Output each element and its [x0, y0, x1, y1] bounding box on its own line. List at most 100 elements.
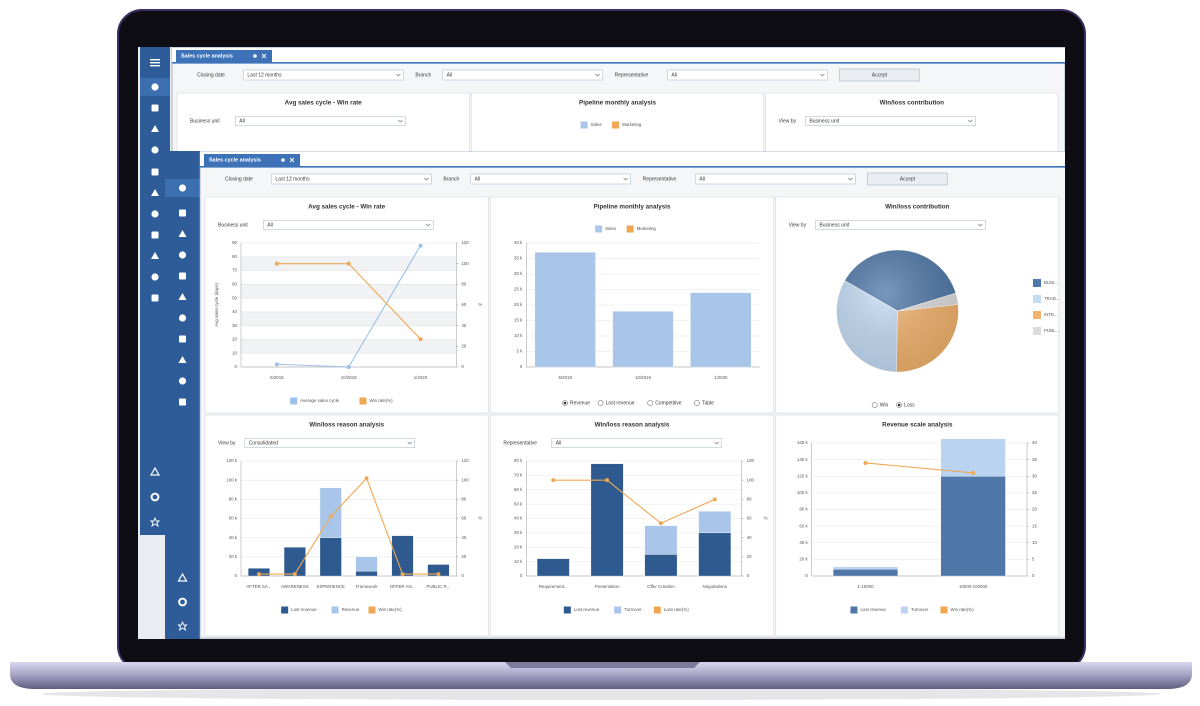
nav-icon[interactable]	[151, 168, 159, 176]
x-tick-label: AWARENESS	[281, 584, 309, 589]
close-icon[interactable]	[289, 157, 295, 163]
radio[interactable]	[694, 400, 700, 406]
y2-tick-label: 0	[747, 573, 750, 578]
y-tick-label: 40 k	[514, 240, 523, 245]
y2-tick-label: 60	[461, 516, 466, 521]
bar	[391, 535, 414, 577]
dropdown[interactable]	[815, 220, 986, 230]
legend-label: Marketing	[622, 122, 642, 127]
nav-icon[interactable]	[149, 516, 161, 528]
accept-label[interactable]: Accept	[900, 176, 916, 182]
nav-icon[interactable]	[179, 398, 186, 406]
nav-icon[interactable]	[179, 209, 186, 217]
dropdown[interactable]	[244, 438, 415, 448]
tab[interactable]	[204, 154, 300, 166]
accept-button[interactable]	[839, 68, 920, 82]
y2-tick-label: 100	[747, 477, 755, 482]
nav-icon[interactable]	[151, 252, 159, 259]
y-tick-label: 100 k	[226, 477, 238, 482]
accept-label[interactable]: Accept	[872, 72, 888, 78]
filter-dropdown[interactable]	[442, 69, 603, 81]
nav-icon[interactable]	[178, 251, 187, 259]
filter-dropdown[interactable]	[667, 69, 828, 81]
nav-icon[interactable]	[151, 294, 159, 302]
panel	[489, 414, 775, 637]
close-icon[interactable]	[261, 53, 267, 59]
y2-tick-label: 0	[461, 364, 464, 369]
accept-button[interactable]	[867, 172, 948, 186]
nav-icon[interactable]	[177, 572, 188, 582]
line-marker	[551, 478, 556, 483]
dropdown[interactable]	[262, 220, 434, 230]
legend-swatch	[563, 606, 571, 614]
bar	[536, 558, 570, 577]
nav-icon[interactable]	[178, 597, 187, 607]
y2-tick-label: 100	[461, 477, 469, 482]
pin-icon[interactable]	[281, 158, 285, 162]
dropdown[interactable]	[805, 116, 976, 126]
tab[interactable]	[176, 50, 272, 62]
x-tick-label: Requirement...	[539, 584, 568, 589]
nav-icon[interactable]	[150, 492, 160, 502]
radio-label[interactable]: Table	[702, 400, 714, 406]
nav-icon[interactable]	[179, 272, 186, 280]
pin-icon[interactable]	[253, 54, 257, 58]
x-tick-label: 10/2019	[341, 375, 357, 380]
nav-icon[interactable]	[151, 273, 159, 281]
radio-label[interactable]: Loss	[904, 402, 915, 408]
radio[interactable]	[647, 400, 654, 406]
filter-dropdown[interactable]	[271, 173, 432, 185]
nav-icon[interactable]	[151, 231, 159, 239]
radio-label[interactable]: Lost revenue	[606, 400, 635, 406]
nav-icon[interactable]	[151, 125, 159, 132]
line-marker	[346, 261, 351, 266]
laptop-base	[10, 662, 1192, 689]
dropdown-arrow	[623, 177, 628, 181]
dropdown[interactable]	[235, 116, 406, 126]
menu-icon[interactable]	[150, 65, 160, 67]
nav-icon[interactable]	[178, 314, 187, 322]
nav-icon[interactable]	[149, 466, 161, 476]
menu-icon[interactable]	[150, 59, 160, 61]
nav-icon[interactable]	[151, 189, 159, 196]
nav-icon[interactable]	[151, 146, 159, 154]
radio[interactable]	[597, 400, 604, 406]
y2-tick-label: 20	[461, 554, 466, 559]
x-tick-label: 1/2020	[714, 375, 728, 380]
nav-icon[interactable]	[151, 210, 159, 218]
nav-icon[interactable]	[178, 184, 187, 192]
nav-icon[interactable]	[178, 377, 187, 385]
nav-icon[interactable]	[151, 104, 159, 112]
filter-dropdown[interactable]	[695, 173, 856, 185]
control-label: View by	[779, 118, 797, 124]
nav-icon[interactable]	[178, 356, 187, 363]
dropdown[interactable]	[551, 438, 723, 448]
nav-icon[interactable]	[177, 620, 188, 632]
y-tick-label: 80 k	[229, 496, 238, 501]
y2-tick-label: 10	[1032, 540, 1037, 545]
dropdown-arrow	[595, 73, 600, 77]
filter-value: All	[447, 72, 453, 78]
menu-icon[interactable]	[150, 62, 160, 64]
nav-icon[interactable]	[179, 335, 186, 343]
radio-label[interactable]: Competitive	[655, 400, 682, 406]
panel	[775, 414, 1060, 637]
filter-dropdown[interactable]	[470, 173, 631, 185]
tab-underline	[172, 62, 1065, 64]
x-tick-label: AFTER SA...	[246, 584, 271, 589]
radio-label[interactable]: Revenue	[570, 400, 590, 406]
y2-tick-label: 5	[1032, 557, 1035, 562]
tab-title[interactable]: Sales cycle analysis	[209, 157, 261, 163]
legend-swatch	[359, 397, 367, 405]
x-tick-label: EXPERIENCE	[317, 584, 345, 589]
nav-icon[interactable]	[151, 83, 159, 91]
radio-label[interactable]: Win	[880, 402, 889, 408]
legend-label: Revenue	[342, 607, 360, 612]
filter-dropdown[interactable]	[243, 69, 404, 81]
radio[interactable]	[871, 402, 878, 408]
tab-title[interactable]: Sales cycle analysis	[181, 53, 233, 59]
nav-icon[interactable]	[178, 293, 187, 300]
dropdown-value: Business unit	[819, 222, 849, 228]
nav-icon[interactable]	[178, 230, 187, 237]
